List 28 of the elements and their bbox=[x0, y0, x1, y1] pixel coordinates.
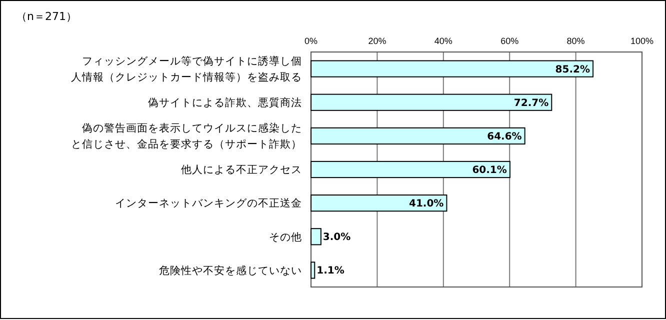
y-tick-label: インターネットバンキングの不正送金 bbox=[115, 198, 302, 210]
data-label: 3.0% bbox=[322, 232, 351, 244]
data-label: 72.7% bbox=[514, 98, 549, 109]
bar bbox=[310, 262, 316, 279]
data-label: 64.6% bbox=[487, 131, 522, 142]
y-tick-label: その他 bbox=[269, 231, 302, 244]
x-tick-label: 60% bbox=[500, 36, 519, 46]
x-tick-label: 100% bbox=[630, 36, 654, 46]
y-tick-label: フィッシングメール等で偽サイトに誘導し個人情報（クレジットカード情報等）を盗み取る bbox=[71, 54, 302, 84]
y-tick-label: 偽の警告画面を表示してウイルスに感染したと信じさせ、金品を要求する（サポート詐欺） bbox=[71, 122, 302, 151]
y-tick-label: 危険性や不安を感じていない bbox=[159, 264, 302, 277]
text: （n＝271） bbox=[16, 10, 77, 23]
data-label: 1.1% bbox=[316, 266, 344, 277]
bar bbox=[310, 194, 448, 212]
x-tick-label: 0% bbox=[304, 36, 318, 46]
x-tick-label: 20% bbox=[368, 36, 386, 46]
bar bbox=[310, 127, 526, 144]
data-label: 41.0% bbox=[409, 198, 444, 210]
data-label: 60.1% bbox=[472, 165, 507, 176]
x-tick-label: 40% bbox=[434, 36, 452, 46]
data-label: 85.2% bbox=[555, 64, 590, 76]
bar bbox=[310, 228, 322, 246]
bar bbox=[310, 94, 552, 111]
bar bbox=[310, 160, 510, 178]
y-tick-label: 他人による不正アクセス bbox=[181, 164, 302, 176]
x-tick-label: 80% bbox=[566, 36, 585, 46]
bar bbox=[310, 60, 594, 78]
y-tick-label: 偽サイトによる詐欺、悪質商法 bbox=[148, 96, 302, 110]
